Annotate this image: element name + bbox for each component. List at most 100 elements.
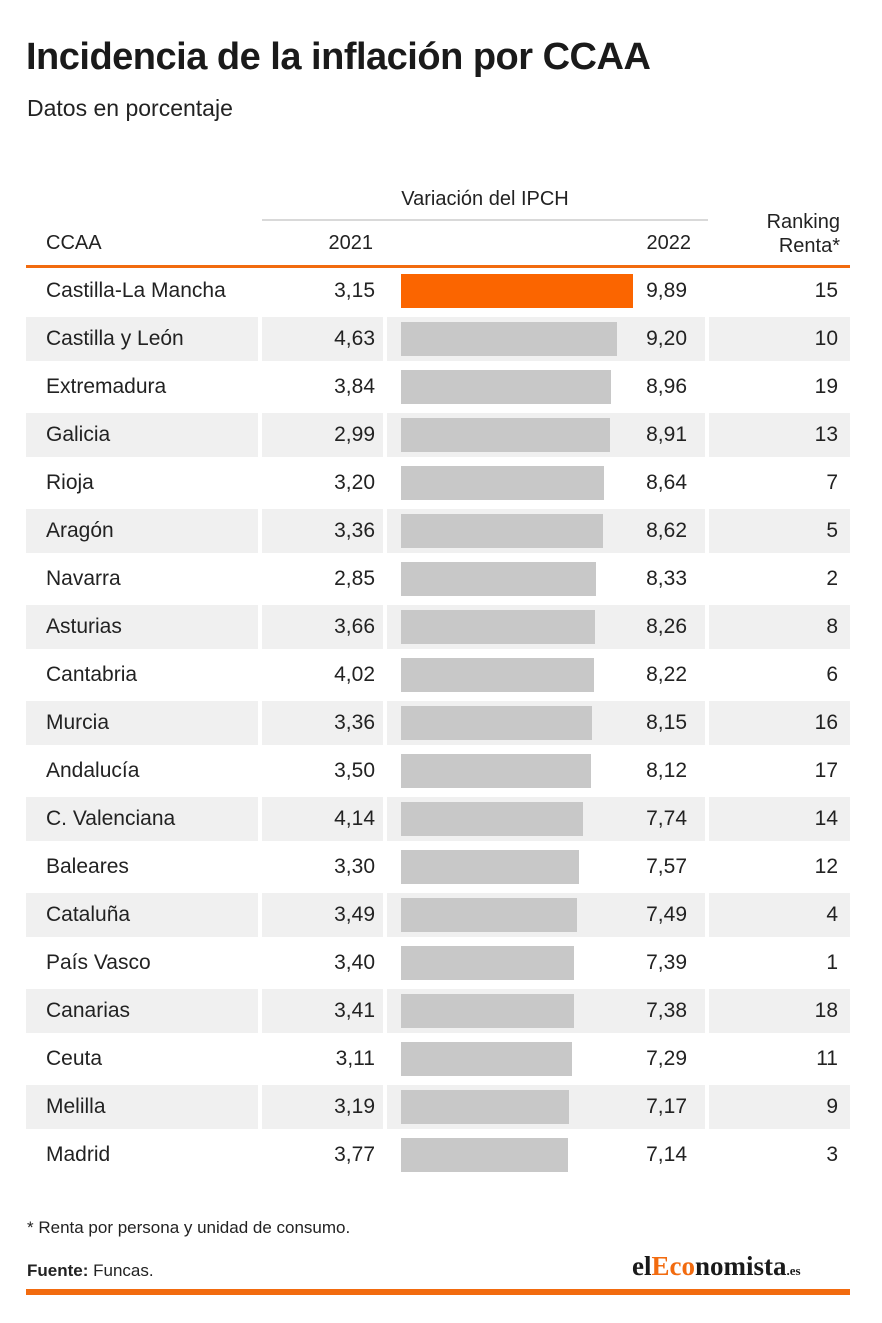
value-2021: 3,84 [334, 375, 375, 398]
cell-ranking: 19 [709, 365, 850, 409]
cell-ranking: 1 [709, 941, 850, 985]
cell-ccaa: Murcia [26, 701, 258, 745]
cell-2021: 2,99 [262, 413, 383, 457]
ranking-value: 17 [814, 759, 838, 782]
ccaa-label: Castilla-La Mancha [46, 279, 226, 302]
cell-ranking: 12 [709, 845, 850, 889]
table-row: Castilla y León 4,63 9,20 10 [26, 317, 850, 361]
bar-2022 [401, 1090, 570, 1124]
ccaa-label: País Vasco [46, 951, 151, 974]
chart-title: Incidencia de la inflación por CCAA [26, 36, 651, 78]
ranking-value: 6 [826, 663, 838, 686]
ranking-value: 15 [814, 279, 838, 302]
table-row: Baleares 3,30 7,57 12 [26, 845, 850, 889]
ranking-value: 11 [816, 1047, 838, 1070]
cell-2021: 3,49 [262, 893, 383, 937]
cell-ccaa: Navarra [26, 557, 258, 601]
ranking-value: 5 [826, 519, 838, 542]
cell-ccaa: Rioja [26, 461, 258, 505]
source-note: Fuente: Funcas. [27, 1261, 154, 1281]
value-2022: 8,22 [646, 663, 687, 686]
cell-2022: 8,26 [387, 605, 705, 649]
cell-2021: 2,85 [262, 557, 383, 601]
value-2021: 3,77 [334, 1143, 375, 1166]
table-row: Aragón 3,36 8,62 5 [26, 509, 850, 553]
table-body: Castilla-La Mancha 3,15 9,89 15 Castilla y L… [26, 269, 850, 1181]
bar-2022 [401, 418, 610, 452]
ranking-value: 1 [826, 951, 838, 974]
value-2022: 8,26 [646, 615, 687, 638]
cell-ccaa: Cantabria [26, 653, 258, 697]
value-2021: 3,36 [334, 711, 375, 734]
cell-ranking: 16 [709, 701, 850, 745]
value-2022: 7,29 [646, 1047, 687, 1070]
cell-2022: 7,39 [387, 941, 705, 985]
value-2022: 7,74 [646, 807, 687, 830]
cell-ccaa: Baleares [26, 845, 258, 889]
cell-2022: 8,33 [387, 557, 705, 601]
ccaa-label: Cataluña [46, 903, 131, 926]
value-2022: 7,57 [646, 855, 687, 878]
cell-ccaa: Madrid [26, 1133, 258, 1177]
bar-2022 [401, 322, 617, 356]
cell-2022: 8,62 [387, 509, 705, 553]
cell-ranking: 4 [709, 893, 850, 937]
cell-2021: 3,20 [262, 461, 383, 505]
value-2021: 3,11 [335, 1047, 375, 1070]
cell-ranking: 8 [709, 605, 850, 649]
table-row: Melilla 3,19 7,17 9 [26, 1085, 850, 1129]
ccaa-label: C. Valenciana [46, 807, 176, 830]
cell-2021: 3,50 [262, 749, 383, 793]
cell-2022: 9,20 [387, 317, 705, 361]
ccaa-label: Andalucía [46, 759, 140, 782]
ccaa-label: Melilla [46, 1095, 106, 1118]
value-2021: 3,36 [334, 519, 375, 542]
cell-ccaa: Aragón [26, 509, 258, 553]
cell-2021: 3,84 [262, 365, 383, 409]
cell-ccaa: Melilla [26, 1085, 258, 1129]
cell-2021: 3,19 [262, 1085, 383, 1129]
cell-2021: 4,02 [262, 653, 383, 697]
cell-ranking: 18 [709, 989, 850, 1033]
ranking-value: 9 [826, 1095, 838, 1118]
bar-2022 [401, 994, 575, 1028]
cell-2021: 4,14 [262, 797, 383, 841]
ccaa-label: Navarra [46, 567, 121, 590]
table-row: Extremadura 3,84 8,96 19 [26, 365, 850, 409]
cell-2022: 7,17 [387, 1085, 705, 1129]
bar-2022 [401, 274, 633, 308]
bar-2022 [401, 514, 604, 548]
bar-2022 [401, 1042, 572, 1076]
cell-ranking: 17 [709, 749, 850, 793]
cell-2021: 3,36 [262, 509, 383, 553]
header-rule [26, 265, 850, 268]
table-row: Cantabria 4,02 8,22 6 [26, 653, 850, 697]
ccaa-label: Madrid [46, 1143, 111, 1166]
table-row: Andalucía 3,50 8,12 17 [26, 749, 850, 793]
table-row: Castilla-La Mancha 3,15 9,89 15 [26, 269, 850, 313]
cell-ranking: 15 [709, 269, 850, 313]
cell-2022: 7,49 [387, 893, 705, 937]
ranking-value: 13 [814, 423, 838, 446]
bar-2022 [401, 946, 575, 980]
table-row: Navarra 2,85 8,33 2 [26, 557, 850, 601]
ipch-group-header: Variación del IPCH [401, 188, 569, 210]
value-2021: 3,49 [334, 903, 375, 926]
cell-2021: 3,30 [262, 845, 383, 889]
cell-2021: 3,36 [262, 701, 383, 745]
value-2022: 8,15 [646, 711, 687, 734]
cell-2022: 7,57 [387, 845, 705, 889]
value-2021: 3,15 [334, 279, 375, 302]
cell-2022: 9,89 [387, 269, 705, 313]
value-2021: 3,20 [334, 471, 375, 494]
column-header-2022: 2022 [646, 232, 692, 254]
bar-2022 [401, 706, 593, 740]
cell-2021: 3,15 [262, 269, 383, 313]
footnote: * Renta por persona y unidad de consumo. [27, 1218, 351, 1237]
table-row: C. Valenciana 4,14 7,74 14 [26, 797, 850, 841]
value-2022: 7,39 [646, 951, 687, 974]
ranking-value: 2 [826, 567, 838, 590]
table-row: Madrid 3,77 7,14 3 [26, 1133, 850, 1177]
cell-ccaa: Castilla-La Mancha [26, 269, 258, 313]
value-2022: 7,14 [646, 1143, 687, 1166]
